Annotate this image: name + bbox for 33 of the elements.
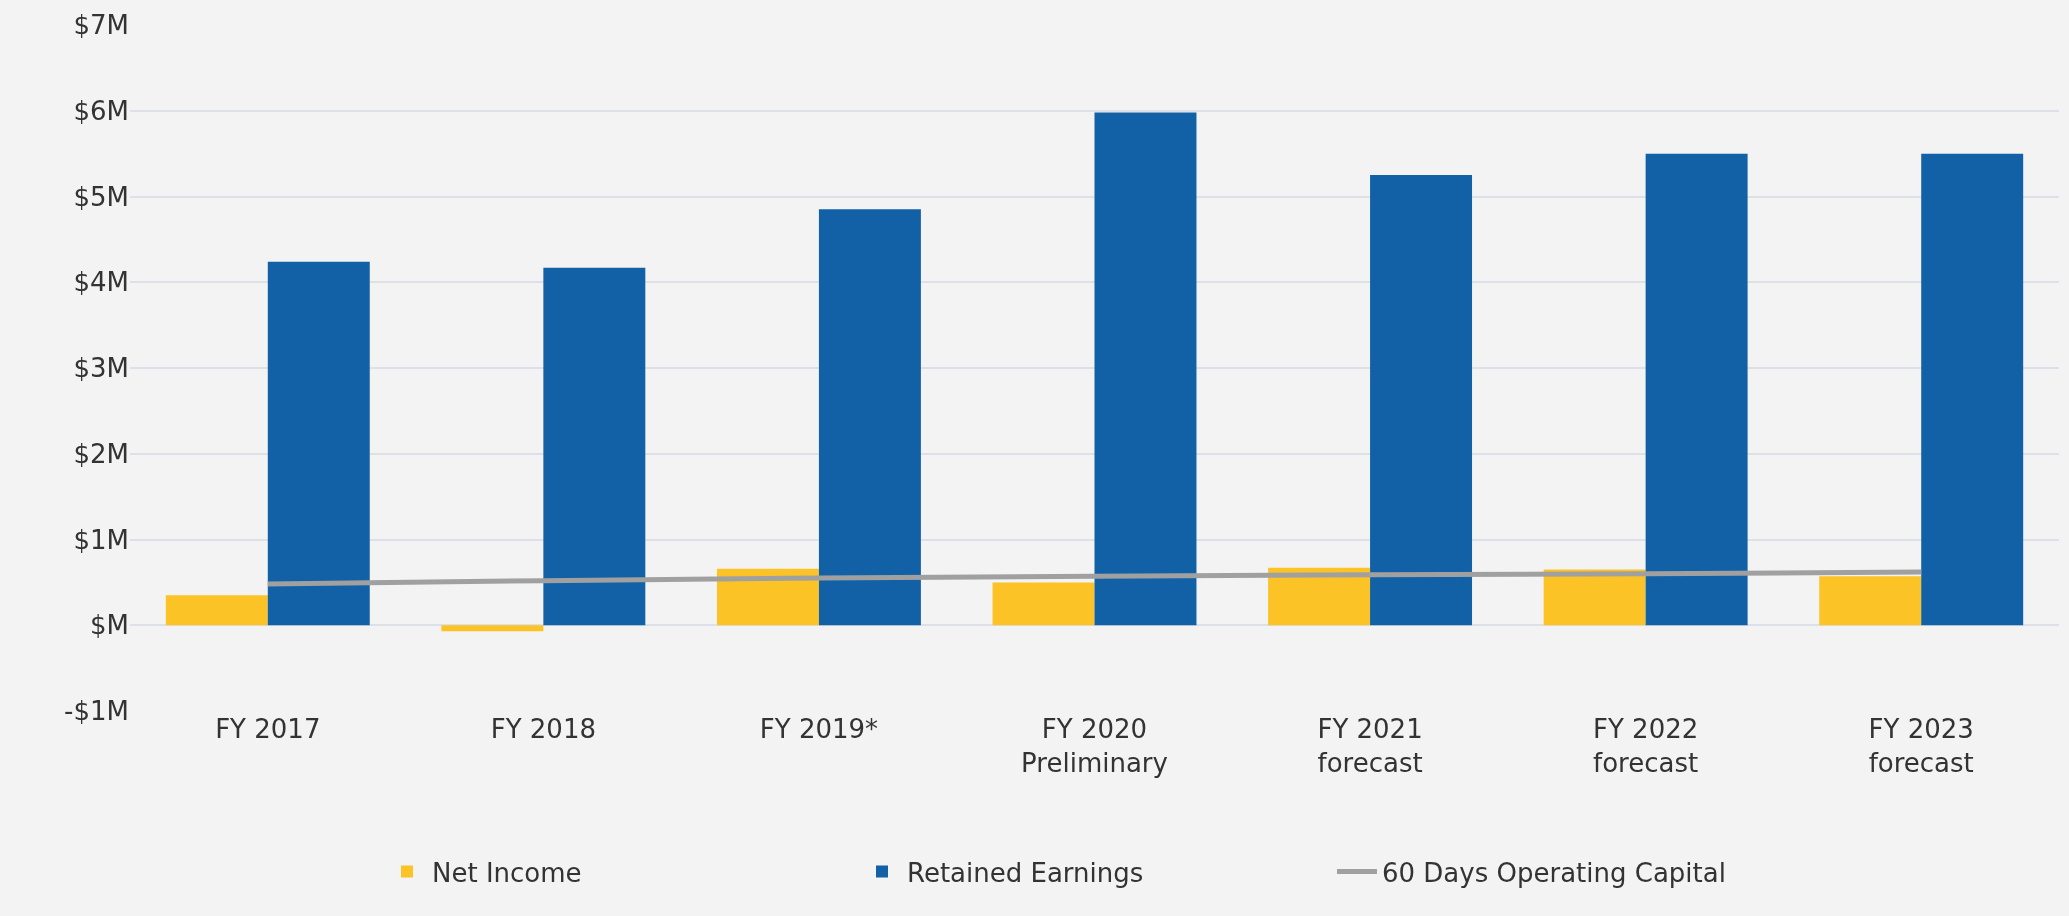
bar (1921, 153, 2024, 626)
x-tick-label: FY 2021 forecast (1317, 714, 1423, 778)
y-tick-label: $7M (73, 10, 129, 41)
x-tick-label: FY 2018 (490, 714, 596, 744)
bar (1094, 112, 1197, 626)
x-tick-label: FY 2017 (215, 714, 321, 744)
bar (818, 209, 921, 626)
y-tick-label: $M (90, 610, 129, 641)
legend-label: Net Income (432, 857, 582, 888)
y-tick-label: -$1M (64, 696, 129, 727)
y-tick-label: $6M (73, 95, 129, 126)
bar (441, 625, 544, 632)
bar (165, 595, 268, 626)
bar (543, 267, 646, 626)
y-tick-label: $2M (73, 438, 129, 469)
legend-label: 60 Days Operating Capital (1382, 857, 1726, 888)
x-tick-label: FY 2023 forecast (1868, 714, 1974, 778)
y-tick-label: $1M (73, 524, 129, 555)
x-tick-label: FY 2019* (759, 714, 879, 744)
bar (1645, 153, 1748, 626)
x-tick-label: FY 2022 forecast (1593, 714, 1699, 778)
y-tick-label: $5M (73, 181, 129, 212)
bar (1819, 576, 1922, 626)
legend-label: Retained Earnings (907, 857, 1144, 888)
x-tick-label: FY 2020 Preliminary (1021, 714, 1168, 778)
bar (992, 582, 1095, 626)
bar (716, 568, 819, 626)
y-tick-label: $3M (73, 353, 129, 384)
bar (267, 261, 370, 626)
bar (1268, 567, 1371, 626)
bar (1543, 569, 1646, 626)
y-tick-label: $4M (73, 267, 129, 298)
bar (1370, 175, 1473, 626)
